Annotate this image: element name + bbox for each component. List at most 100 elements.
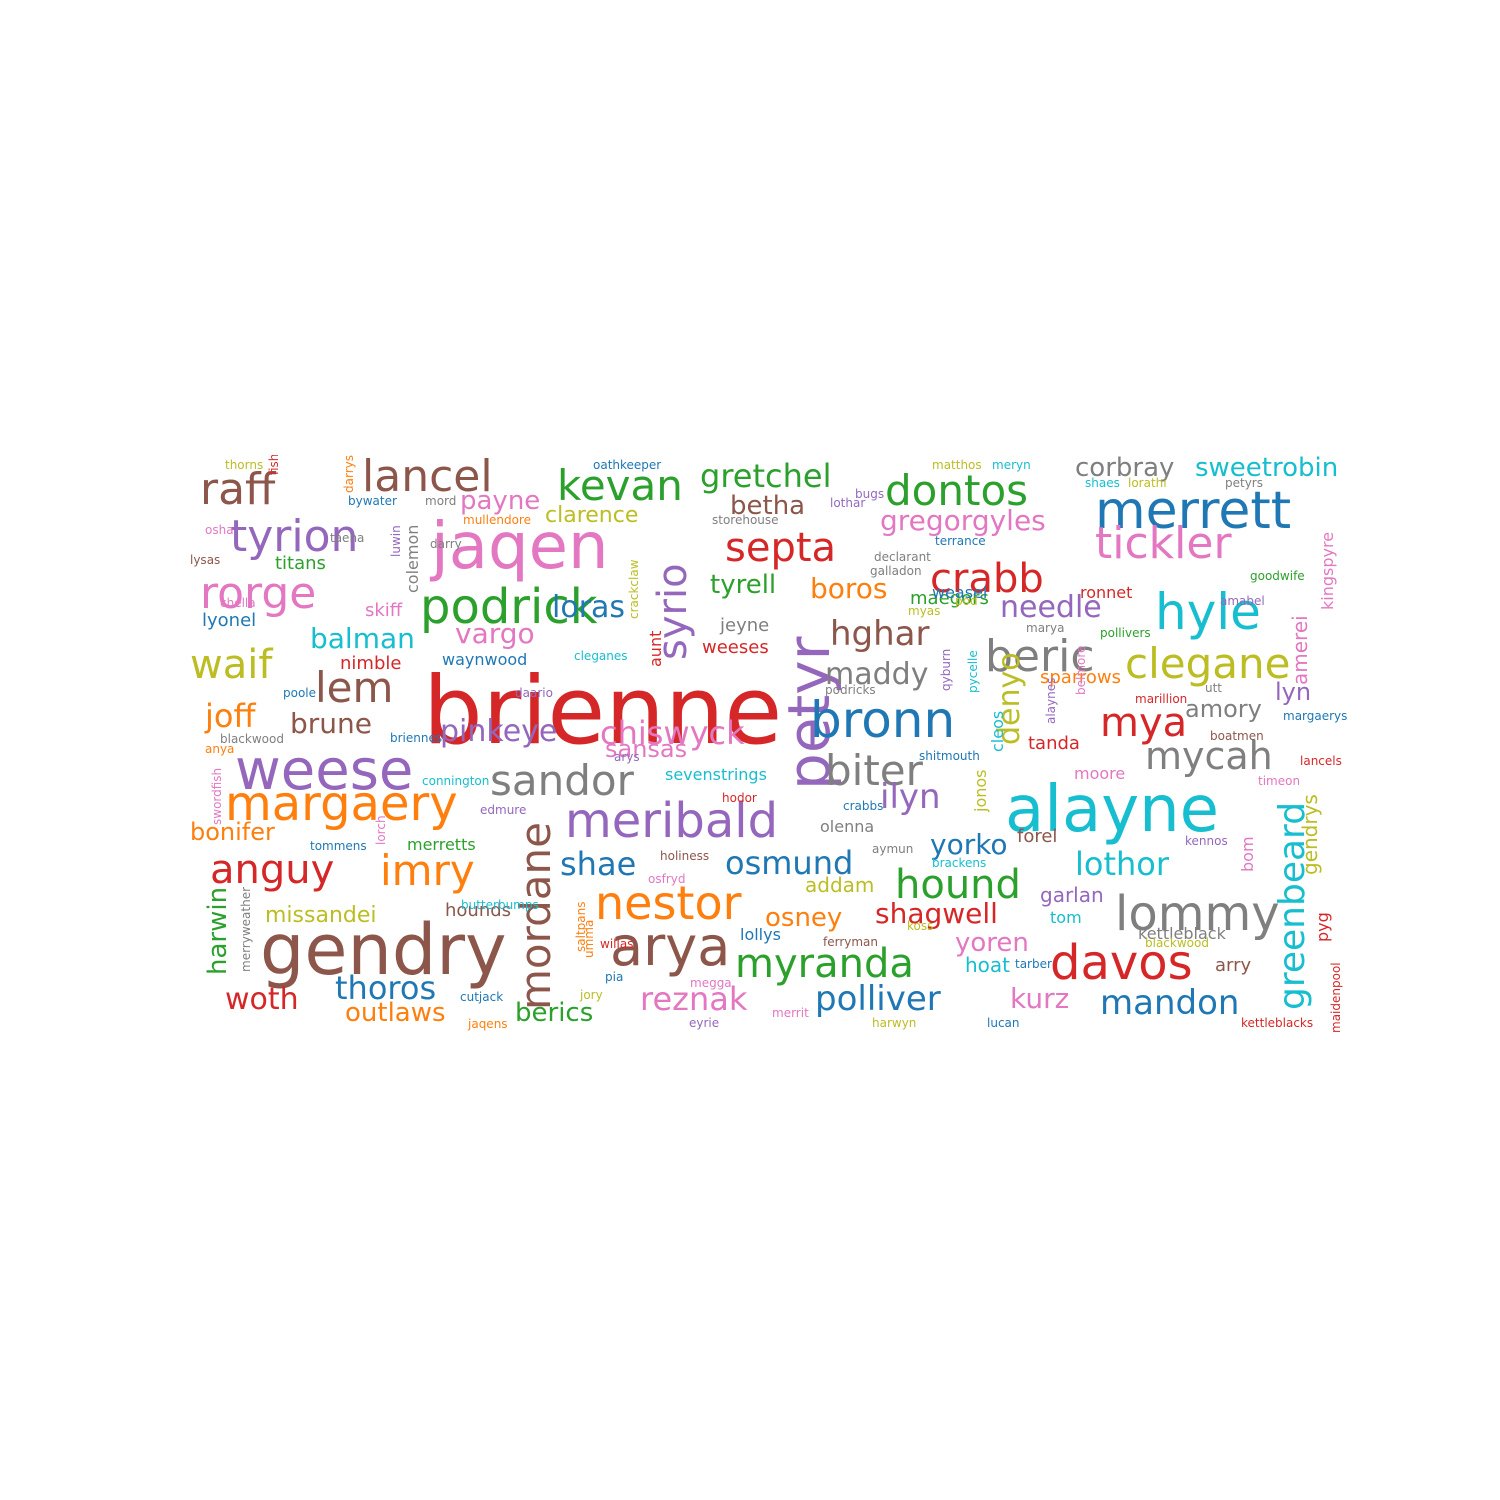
- cloud-word: boros: [810, 572, 888, 605]
- cloud-word: osmund: [725, 844, 854, 882]
- cloud-word: tom: [1050, 908, 1082, 927]
- cloud-word: meryn: [992, 458, 1031, 472]
- cloud-word: davos: [1050, 935, 1193, 991]
- cloud-word: garlan: [1040, 883, 1104, 907]
- cloud-word: pyg: [1313, 912, 1332, 942]
- cloud-word: mordane: [511, 822, 560, 1010]
- cloud-word: sandor: [490, 756, 634, 805]
- cloud-word: podricks: [825, 683, 876, 697]
- cloud-word: holiness: [660, 849, 710, 863]
- cloud-word: joff: [205, 697, 256, 735]
- cloud-word: bugs: [855, 487, 885, 501]
- cloud-word: crackclaw: [627, 559, 641, 619]
- cloud-word: skiff: [365, 600, 403, 621]
- cloud-word: lorathi: [1128, 476, 1167, 490]
- cloud-word: reznak: [640, 980, 748, 1018]
- cloud-word: olenna: [820, 817, 875, 836]
- cloud-word: tyrion: [230, 511, 359, 562]
- cloud-word: cleos: [988, 710, 1007, 752]
- cloud-word: declarant: [874, 550, 931, 564]
- cloud-word: poole: [283, 686, 317, 700]
- cloud-word: hyle: [1155, 583, 1261, 641]
- cloud-word: titans: [275, 553, 326, 574]
- cloud-word: timeon: [1258, 774, 1301, 788]
- cloud-word: kurz: [1010, 982, 1070, 1015]
- cloud-word: goodwife: [1250, 569, 1305, 583]
- cloud-word: lollys: [740, 925, 781, 944]
- cloud-word: arys: [614, 750, 640, 764]
- cloud-word: belmore: [1074, 645, 1088, 695]
- cloud-word: mord: [425, 494, 457, 508]
- cloud-word: betha: [730, 491, 806, 521]
- cloud-word: harwin: [203, 886, 233, 975]
- cloud-word: arry: [1215, 955, 1252, 976]
- cloud-word: merrett: [1095, 481, 1292, 541]
- cloud-word: umma: [582, 919, 596, 958]
- cloud-word: bom: [1238, 836, 1257, 872]
- cloud-word: forel: [1017, 826, 1058, 847]
- cloud-word: imry: [380, 846, 475, 895]
- cloud-word: osfryd: [648, 872, 686, 886]
- cloud-word: balman: [310, 622, 415, 655]
- cloud-word: pycelle: [966, 650, 980, 693]
- cloud-word: loras: [552, 590, 626, 625]
- cloud-word: bronn: [810, 691, 956, 749]
- cloud-word: gendrys: [1298, 794, 1322, 875]
- cloud-word: margaerys: [1283, 709, 1348, 723]
- cloud-word: tarber: [1015, 957, 1052, 971]
- cloud-word: needle: [1000, 590, 1102, 625]
- cloud-word: merretts: [407, 835, 476, 854]
- cloud-word: brienne: [423, 657, 783, 766]
- cloud-word: darry: [430, 537, 462, 551]
- cloud-word: daario: [515, 686, 553, 700]
- cloud-word: koss: [907, 919, 934, 933]
- cloud-word: jaqen: [431, 510, 609, 584]
- cloud-word: waif: [190, 642, 273, 688]
- cloud-word: maegors: [910, 588, 989, 609]
- cloud-word: petyrs: [1225, 476, 1263, 490]
- cloud-word: lancel: [362, 455, 493, 502]
- cloud-word: hounds: [445, 900, 512, 921]
- cloud-word: jeyne: [720, 615, 770, 636]
- cloud-word: anya: [205, 742, 235, 756]
- cloud-word: osney: [765, 903, 843, 933]
- cloud-word: harwyn: [872, 1016, 917, 1030]
- cloud-word: berics: [515, 998, 594, 1028]
- cloud-word: shaes: [1085, 476, 1120, 490]
- cloud-word: rorge: [200, 568, 317, 619]
- cloud-word: corbray: [1075, 455, 1175, 483]
- cloud-word: pollivers: [1100, 626, 1151, 640]
- cloud-word: ferryman: [823, 935, 879, 949]
- cloud-word: edmure: [480, 803, 527, 817]
- cloud-word: megga: [690, 976, 732, 990]
- cloud-word: oathkeeper: [593, 458, 662, 472]
- cloud-word: taena: [330, 531, 365, 545]
- cloud-word: tommens: [310, 839, 367, 853]
- cloud-word: connington: [422, 774, 490, 788]
- cloud-word: anguy: [210, 847, 335, 893]
- cloud-word: cutjack: [460, 990, 504, 1004]
- cloud-word: shitmouth: [919, 749, 980, 763]
- cloud-word: pinkeye: [440, 714, 558, 749]
- cloud-word: galladon: [870, 564, 922, 578]
- cloud-word: polliver: [815, 979, 941, 1019]
- cloud-word: luwin: [389, 525, 403, 557]
- cloud-word: gretchel: [700, 457, 832, 495]
- cloud-word: lothar: [830, 496, 866, 510]
- cloud-word: sweetrobin: [1195, 455, 1339, 483]
- cloud-word: tickler: [1095, 518, 1232, 569]
- cloud-word: brune: [290, 707, 373, 740]
- cloud-word: clegane: [1125, 639, 1291, 688]
- cloud-word: blackwood: [220, 732, 284, 746]
- cloud-word: utt: [1205, 681, 1223, 695]
- cloud-word: blackwood: [1145, 936, 1209, 950]
- cloud-word: missandei: [265, 903, 377, 928]
- cloud-word: storehouse: [712, 513, 779, 527]
- cloud-word: lorch: [374, 815, 388, 845]
- cloud-word: nimble: [340, 653, 402, 674]
- cloud-word: hound: [895, 862, 1021, 908]
- cloud-word: mya: [1100, 700, 1188, 746]
- cloud-word: butterbumps: [461, 898, 539, 912]
- cloud-word: cleganes: [574, 649, 628, 663]
- cloud-word: amabel: [1220, 594, 1265, 608]
